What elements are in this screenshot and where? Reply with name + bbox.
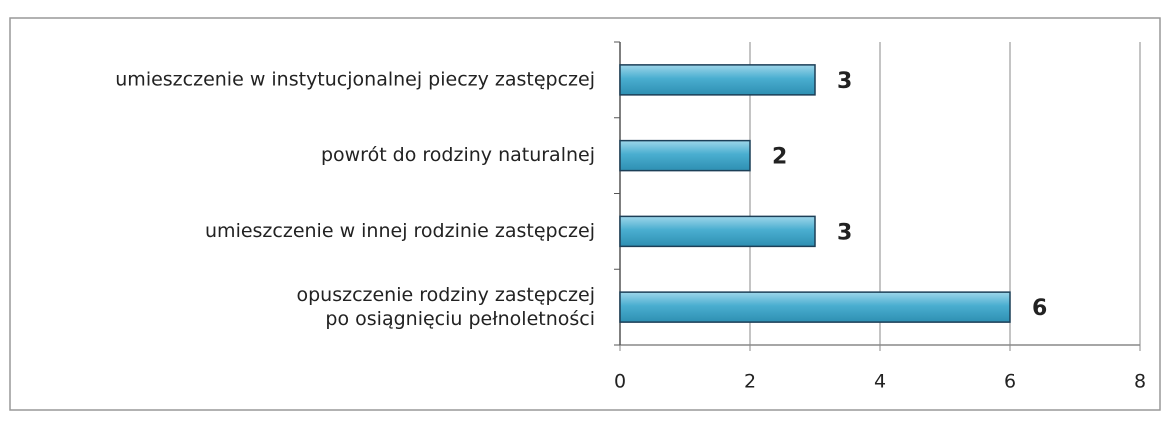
y-tick-label: opuszczenie rodziny zastępczej po osiągni… <box>296 284 595 330</box>
bar <box>619 64 816 96</box>
data-label: 2 <box>772 145 787 170</box>
y-tick-label: powrót do rodziny naturalnej <box>321 144 595 166</box>
x-tick-label: 6 <box>1004 371 1016 393</box>
bar <box>619 139 751 172</box>
bar <box>619 291 1011 323</box>
y-tick-label: umieszczenie w instytucjonalnej pieczy z… <box>115 68 595 90</box>
x-tick-label: 4 <box>874 371 886 393</box>
bar <box>619 215 816 248</box>
data-label: 3 <box>837 69 852 94</box>
x-tick-label: 2 <box>744 371 756 393</box>
chart-frame <box>9 17 1161 411</box>
x-tick-label: 8 <box>1134 371 1146 393</box>
y-tick-label: umieszczenie w innej rodzinie zastępczej <box>205 220 595 242</box>
x-tick-label: 0 <box>614 371 626 393</box>
data-label: 3 <box>837 220 852 245</box>
data-label: 6 <box>1032 296 1047 321</box>
